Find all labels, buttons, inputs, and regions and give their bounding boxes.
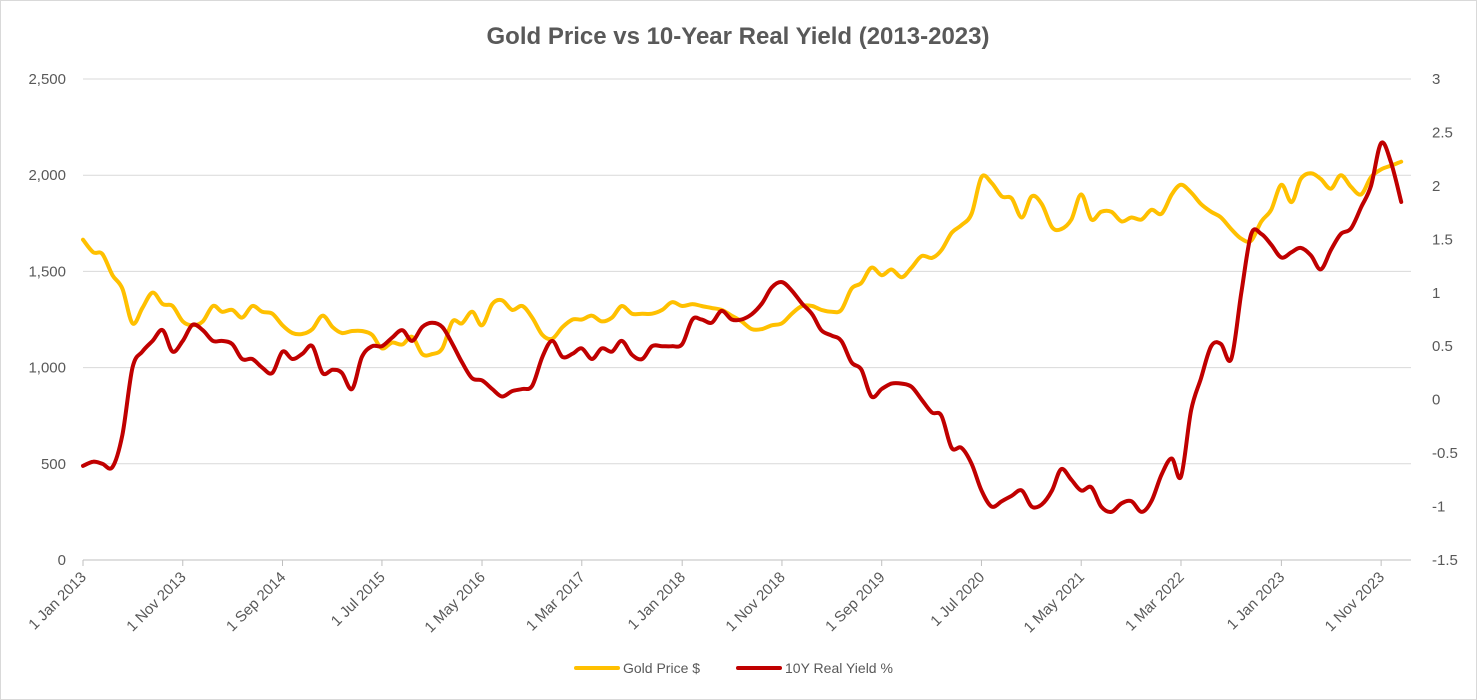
legend-label: 10Y Real Yield % <box>785 660 893 676</box>
right-tick-label: 1 <box>1432 285 1440 302</box>
right-tick-label: -0.5 <box>1432 445 1458 462</box>
series-layer <box>81 140 1404 514</box>
right-y-axis: -1.5 -1 -0.5 0 0.5 1 1.5 2 2.5 3 <box>1432 71 1458 569</box>
right-tick-label: 1.5 <box>1432 231 1453 248</box>
x-tick-label: 1 Jan 2023 <box>1224 569 1289 634</box>
left-tick-label: 1,000 <box>28 360 66 377</box>
x-tick-label: 1 May 2021 <box>1021 569 1088 636</box>
x-tick-label: 1 Mar 2022 <box>1122 569 1188 635</box>
x-tick-label: 1 Sep 2014 <box>223 569 289 635</box>
x-tick-label: 1 Sep 2019 <box>822 569 888 635</box>
right-tick-label: 2 <box>1432 178 1440 195</box>
left-tick-label: 0 <box>58 552 66 569</box>
x-tick-label: 1 Jul 2015 <box>328 569 389 630</box>
chart-title: Gold Price vs 10-Year Real Yield (2013-2… <box>487 23 990 50</box>
right-tick-label: 0 <box>1432 392 1440 409</box>
x-tick-label: 1 Mar 2017 <box>523 569 589 635</box>
legend-label: Gold Price $ <box>623 660 700 676</box>
legend: Gold Price $ 10Y Real Yield % <box>574 660 893 676</box>
left-tick-label: 2,500 <box>28 71 66 88</box>
real-yield-line <box>81 140 1404 514</box>
x-tick-label: 1 Nov 2018 <box>722 569 788 635</box>
left-tick-label: 1,500 <box>28 263 66 280</box>
x-tick-label: 1 Nov 2013 <box>123 569 189 635</box>
right-tick-label: 2.5 <box>1432 124 1453 141</box>
right-tick-label: -1 <box>1432 499 1445 516</box>
gridlines <box>83 78 1411 561</box>
right-tick-label: 3 <box>1432 71 1440 88</box>
gold-price-line <box>81 159 1404 358</box>
x-tick-label: 1 Jan 2013 <box>25 569 90 634</box>
right-tick-label: -1.5 <box>1432 552 1458 569</box>
x-tick-label: 1 Nov 2023 <box>1322 569 1388 635</box>
left-tick-label: 2,000 <box>28 167 66 184</box>
right-tick-label: 0.5 <box>1432 338 1453 355</box>
x-tick-label: 1 Jan 2018 <box>625 569 690 634</box>
x-tick-label: 1 May 2016 <box>421 569 488 636</box>
left-tick-label: 500 <box>41 456 66 473</box>
x-tick-label: 1 Jul 2020 <box>927 569 988 630</box>
x-axis: 1 Jan 2013 1 Nov 2013 1 Sep 2014 1 Jul 2015… <box>25 560 1388 636</box>
left-y-axis: 0 500 1,000 1,500 2,000 2,500 <box>28 71 66 569</box>
